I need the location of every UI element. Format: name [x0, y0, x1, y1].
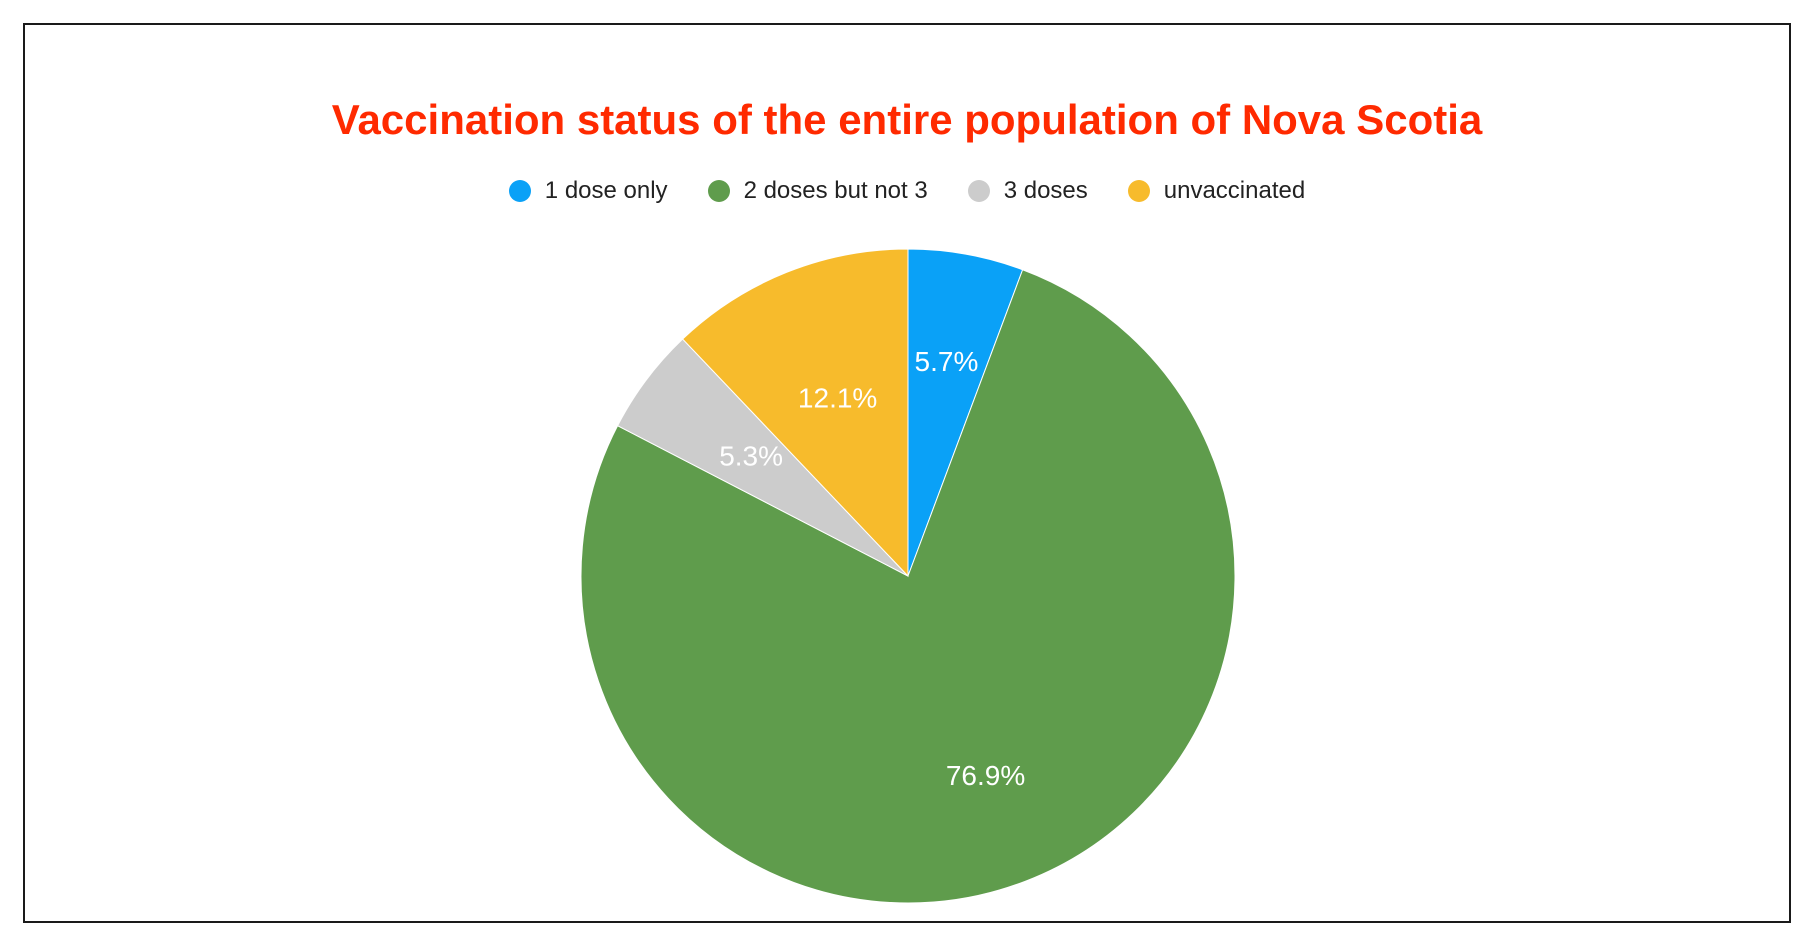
legend: 1 dose only 2 doses but not 3 3 doses un… [25, 177, 1789, 205]
legend-label-2-doses: 2 doses but not 3 [743, 177, 928, 204]
chart-title: Vaccination status of the entire populat… [331, 96, 1483, 143]
pie-slice-2-doses-but-not-3[interactable] [580, 269, 1236, 904]
slice-label-unvaccinated: 12.1% [798, 382, 877, 413]
slice-label-1-dose-only: 5.7% [915, 346, 979, 377]
legend-item-3-doses[interactable]: 3 doses [967, 177, 1088, 205]
legend-swatch-3-doses [967, 180, 990, 202]
legend-item-1-dose[interactable]: 1 dose only [508, 177, 668, 205]
legend-swatch-2-doses [707, 180, 730, 202]
chart-frame: Vaccination status of the entire populat… [23, 23, 1791, 923]
slice-label-3-doses: 5.3% [719, 441, 783, 472]
pie-slice-unvaccinated[interactable] [681, 248, 909, 578]
legend-item-unvaccinated[interactable]: unvaccinated [1127, 177, 1306, 205]
legend-label-3-doses: 3 doses [1003, 177, 1088, 204]
slice-label-2-doses-but-not-3: 76.9% [946, 760, 1025, 791]
legend-label-1-dose: 1 dose only [544, 177, 668, 204]
legend-swatch-1-dose [508, 180, 531, 202]
pie-chart: 5.7% 76.9% 5.3% 12.1% [580, 248, 1236, 904]
legend-item-2-doses[interactable]: 2 doses but not 3 [707, 177, 928, 205]
legend-label-unvaccinated: unvaccinated [1163, 177, 1306, 204]
legend-swatch-unvaccinated [1127, 180, 1150, 202]
